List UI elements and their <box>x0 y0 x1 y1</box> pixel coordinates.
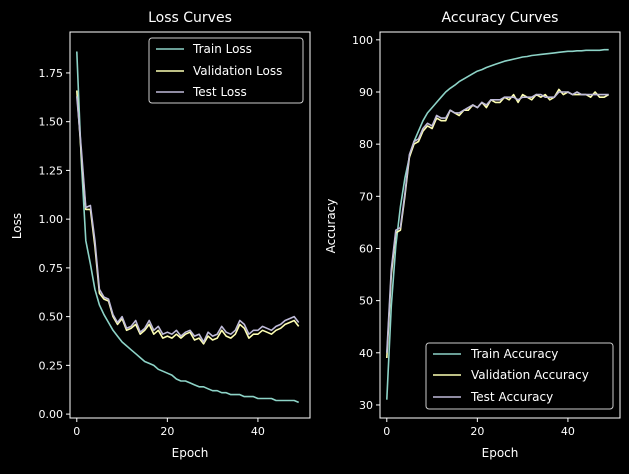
series-line-train-loss <box>76 51 300 404</box>
plot-frame <box>379 31 621 419</box>
x-tick-label: 0 <box>73 425 80 438</box>
series-line-train-accuracy <box>386 48 609 400</box>
legend-label-test: Test Loss <box>192 85 247 99</box>
loss-chart: Loss Curves Epoch Loss 0 20 40 0.00 0.25 0.50… <box>10 10 311 460</box>
y-axis-label: Loss <box>10 213 24 239</box>
y-tick-label: 30 <box>359 399 373 412</box>
x-tick-label: 20 <box>470 425 484 438</box>
x-tick-label: 40 <box>251 425 265 438</box>
legend-label-train: Train Accuracy <box>470 347 558 361</box>
legend: Train Loss Validation Loss Test Loss <box>148 37 304 104</box>
legend-box <box>148 37 304 104</box>
y-tick-label: 100 <box>352 34 373 47</box>
y-tick-label: 1.50 <box>39 116 64 129</box>
series-line-validation-loss <box>76 90 300 345</box>
legend-label-test: Test Accuracy <box>470 390 553 404</box>
y-tick-label: 60 <box>359 242 373 255</box>
y-axis-label: Accuracy <box>324 199 338 254</box>
x-tick-label: 20 <box>160 425 174 438</box>
legend-label-validation: Validation Loss <box>193 64 282 78</box>
y-tick-label: 80 <box>359 138 373 151</box>
y-tick-label: 1.75 <box>39 67 64 80</box>
series-line-test-loss <box>76 96 300 343</box>
y-tick-label: 40 <box>359 347 373 360</box>
legend-box <box>425 342 614 410</box>
series-lines <box>76 51 300 404</box>
legend-label-validation: Validation Accuracy <box>471 368 589 382</box>
y-tick-label: 1.25 <box>39 164 64 177</box>
y-tick-label: 70 <box>359 190 373 203</box>
plot-frame <box>69 31 311 419</box>
x-axis-label: Epoch <box>482 446 519 460</box>
accuracy-chart: Accuracy Curves Epoch Accuracy 0 20 40 30 40… <box>324 10 621 460</box>
y-tick-label: 0.00 <box>39 408 64 421</box>
y-tick-label: 90 <box>359 86 373 99</box>
axis-ticks: 0 20 40 0.00 0.25 0.50 0.75 1.00 1.25 1.50 1.75 <box>39 67 265 438</box>
y-tick-label: 0.75 <box>39 262 64 275</box>
legend: Train Accuracy Validation Accuracy Test … <box>425 342 614 410</box>
chart-title: Loss Curves <box>148 10 232 26</box>
axis-ticks: 0 20 40 30 40 50 60 70 80 90 100 <box>352 34 575 438</box>
y-tick-label: 0.50 <box>39 311 64 324</box>
y-tick-label: 0.25 <box>39 359 64 372</box>
series-lines <box>386 48 610 400</box>
y-tick-label: 50 <box>359 295 373 308</box>
y-tick-label: 1.00 <box>39 213 64 226</box>
series-line-test-accuracy <box>386 91 609 353</box>
legend-label-train: Train Loss <box>192 42 252 56</box>
chart-title: Accuracy Curves <box>442 10 559 26</box>
x-axis-label: Epoch <box>172 446 209 460</box>
x-tick-label: 40 <box>561 425 575 438</box>
x-tick-label: 0 <box>383 425 390 438</box>
